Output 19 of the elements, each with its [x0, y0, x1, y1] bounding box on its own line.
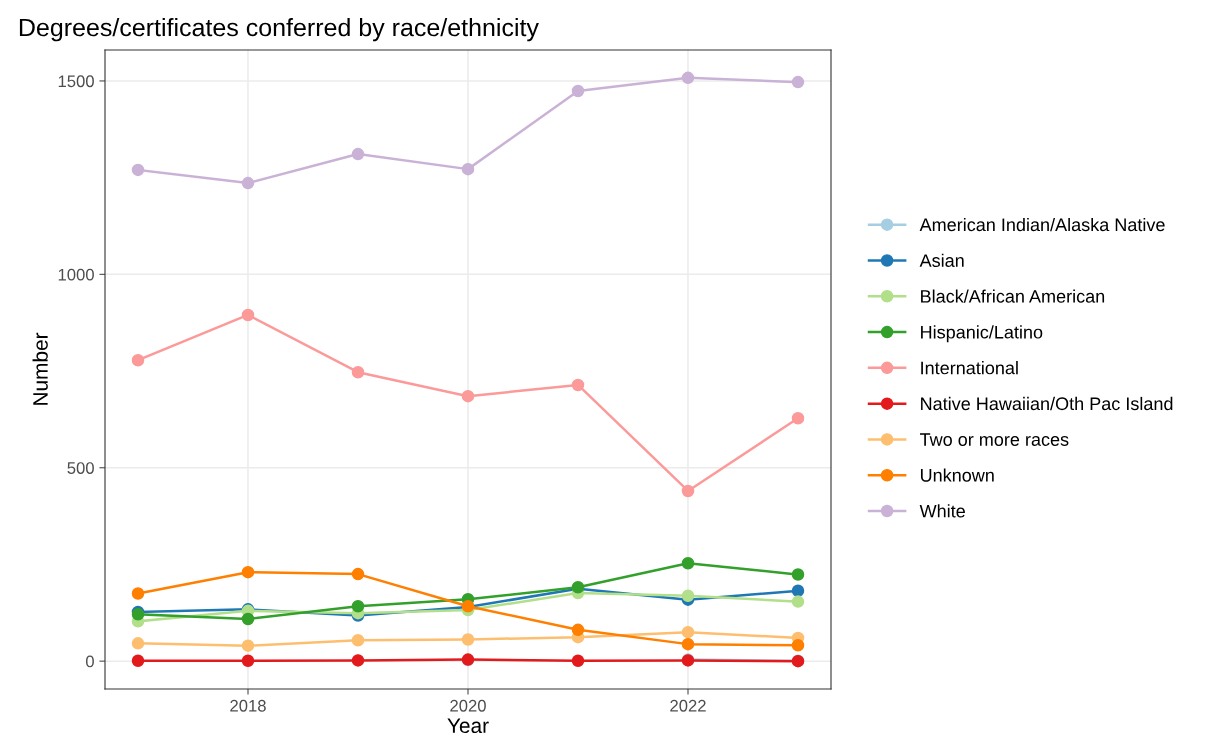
legend-label: International: [921, 361, 1018, 375]
legend-label: White: [919, 504, 965, 518]
legend-label: Asian: [919, 253, 964, 267]
y-axis-title: Number: [32, 332, 48, 405]
x-tick-label: 2020: [450, 699, 486, 712]
y-tick-label: 1000: [58, 268, 94, 281]
legend-label: Native Hawaiian/Oth Pac Island: [921, 396, 1173, 411]
legend-label: Black/African American: [921, 289, 1105, 303]
y-tick-label: 500: [67, 462, 94, 474]
legend-label: Hispanic/Latino: [921, 325, 1043, 343]
legend-label: Two or more races: [919, 433, 1069, 446]
legend-label: American Indian/Alaska Native: [919, 217, 1165, 232]
y-tick-label: 0: [85, 655, 94, 668]
legend-label: Unknown: [920, 468, 994, 482]
x-tick-label: 2022: [670, 699, 706, 712]
chart-title: Degrees/certificates conferred by race/ethnicity: [19, 17, 539, 42]
y-tick-label: 1500: [58, 75, 94, 88]
x-tick-label: 2018: [230, 699, 266, 712]
x-axis-title: Year: [447, 718, 489, 734]
